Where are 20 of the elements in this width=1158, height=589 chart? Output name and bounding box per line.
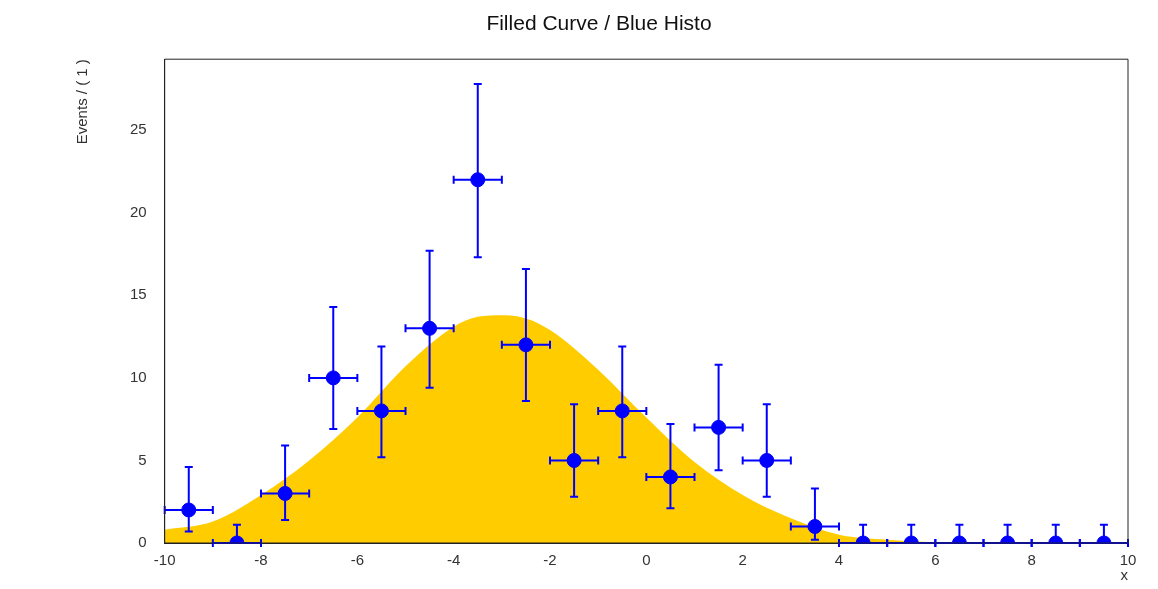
y-tick-label: 15 (130, 285, 147, 303)
x-tick-label: -10 (153, 551, 176, 569)
y-tick-label: 25 (130, 120, 147, 138)
x-tick-label: 8 (1027, 551, 1036, 569)
x-tick-label: 6 (931, 551, 940, 569)
chart-title: Filled Curve / Blue Histo (486, 11, 712, 35)
x-tick-label: 0 (642, 551, 651, 569)
x-tick-label: -2 (543, 551, 557, 569)
x-axis-title: x (1120, 566, 1129, 584)
x-tick-label: 10 (1119, 551, 1137, 569)
y-tick-label: 10 (130, 368, 147, 386)
x-tick-label: 2 (738, 551, 747, 569)
x-tick-label: -4 (447, 551, 461, 569)
x-tick-label: 4 (834, 551, 844, 569)
y-tick-label: 5 (138, 450, 147, 468)
y-axis-title: Events / ( 1 ) (73, 59, 91, 145)
y-tick-label: 0 (138, 533, 147, 551)
y-tick-label: 20 (130, 202, 147, 220)
x-tick-label: -6 (350, 551, 365, 569)
x-tick-label: -8 (254, 551, 268, 569)
